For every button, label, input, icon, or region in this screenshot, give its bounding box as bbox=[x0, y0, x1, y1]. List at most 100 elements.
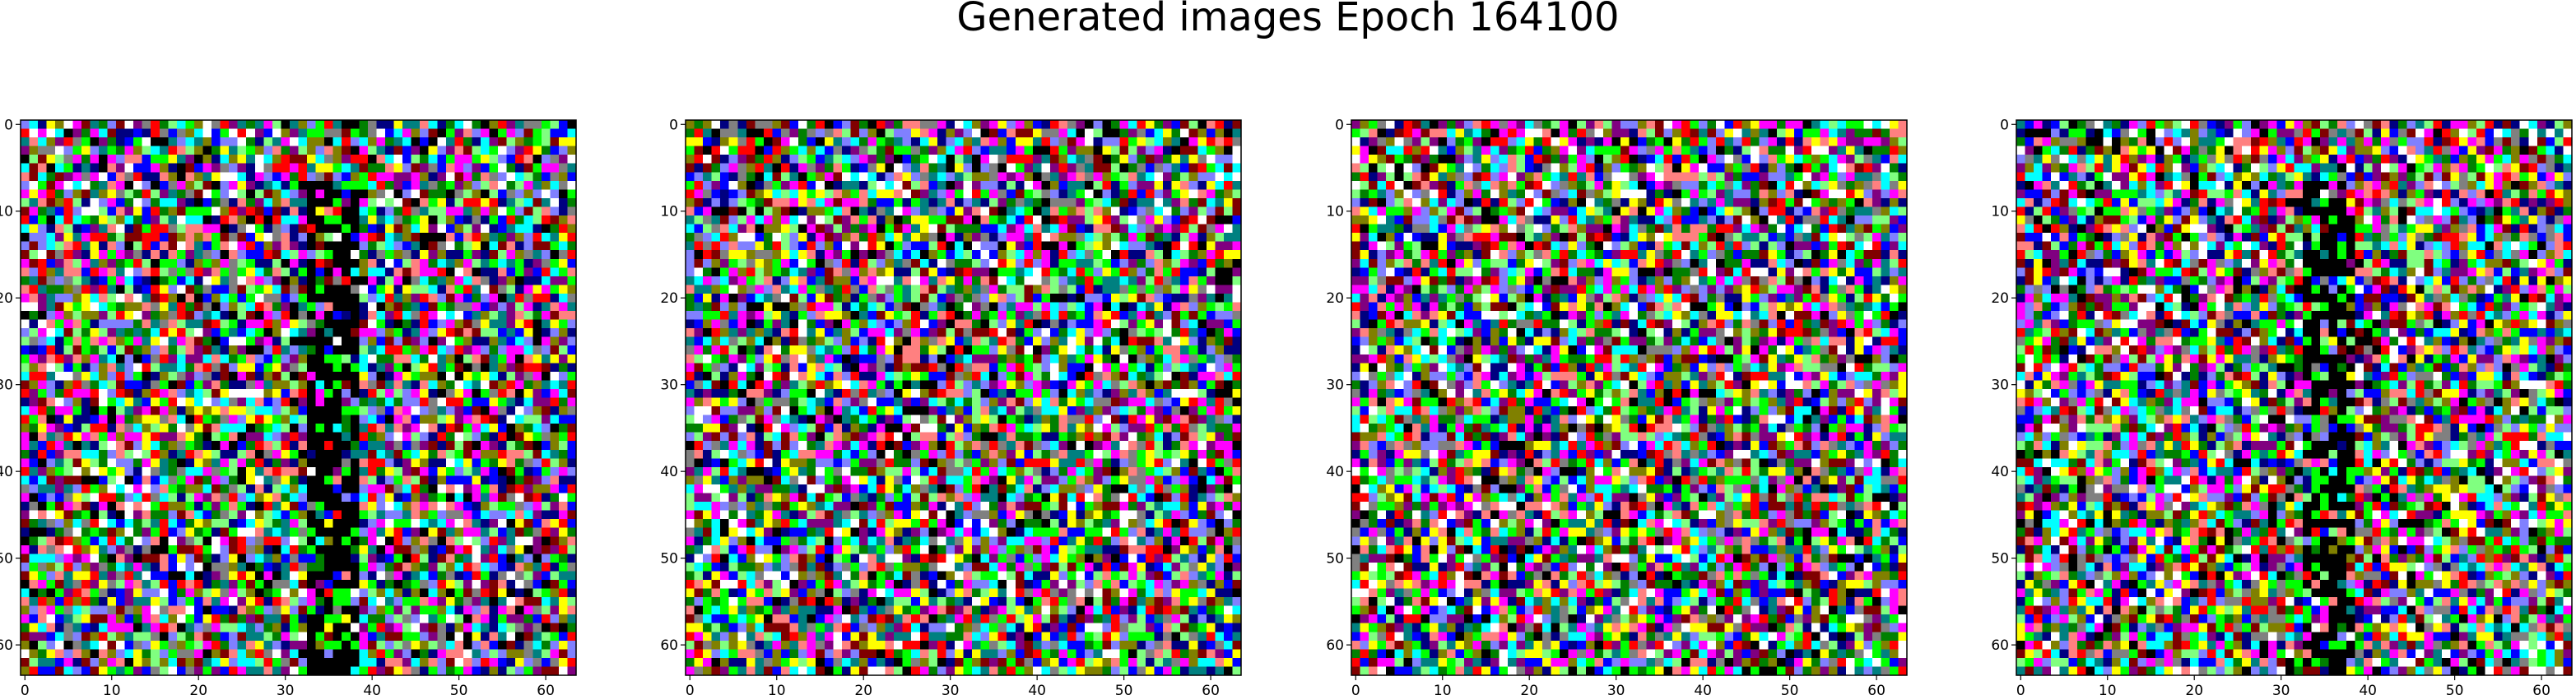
image-pixel bbox=[523, 657, 533, 667]
image-pixel bbox=[384, 319, 394, 329]
image-pixel bbox=[1049, 172, 1059, 182]
image-pixel bbox=[72, 146, 82, 155]
image-pixel bbox=[876, 180, 886, 190]
image-pixel bbox=[437, 224, 447, 234]
image-pixel bbox=[480, 623, 490, 632]
image-pixel bbox=[229, 241, 239, 251]
image-pixel bbox=[541, 388, 551, 398]
image-pixel bbox=[480, 155, 490, 164]
image-pixel bbox=[307, 137, 316, 147]
image-pixel bbox=[254, 180, 264, 190]
image-pixel bbox=[202, 146, 212, 155]
image-pixel bbox=[1067, 215, 1077, 225]
image-pixel bbox=[246, 137, 256, 147]
image-pixel bbox=[116, 640, 125, 650]
image-pixel bbox=[402, 657, 412, 667]
image-pixel bbox=[151, 458, 160, 468]
image-pixel bbox=[376, 632, 386, 642]
image-pixel bbox=[202, 328, 212, 338]
image-pixel bbox=[997, 197, 1007, 207]
image-pixel bbox=[523, 562, 533, 572]
image-pixel bbox=[480, 189, 490, 199]
image-pixel bbox=[350, 640, 360, 650]
image-pixel bbox=[498, 311, 508, 320]
image-pixel bbox=[159, 562, 169, 572]
image-pixel bbox=[298, 336, 308, 346]
image-pixel bbox=[772, 189, 782, 199]
image-pixel bbox=[298, 614, 308, 624]
image-pixel bbox=[254, 449, 264, 459]
image-pixel bbox=[1180, 155, 1190, 164]
image-pixel bbox=[523, 493, 533, 503]
image-pixel bbox=[220, 163, 230, 173]
image-pixel bbox=[81, 137, 91, 147]
image-pixel bbox=[159, 588, 169, 598]
image-pixel bbox=[463, 345, 472, 355]
image-pixel bbox=[472, 571, 481, 581]
image-pixel bbox=[420, 354, 430, 364]
image-pixel bbox=[411, 649, 421, 659]
image-pixel bbox=[38, 666, 48, 676]
image-pixel bbox=[246, 302, 256, 312]
image-pixel bbox=[437, 276, 447, 285]
image-pixel bbox=[168, 293, 178, 303]
image-pixel bbox=[376, 241, 386, 251]
image-pixel bbox=[324, 137, 334, 147]
image-pixel bbox=[193, 449, 203, 459]
image-pixel bbox=[38, 163, 48, 173]
image-pixel bbox=[411, 319, 421, 329]
image-pixel bbox=[151, 605, 160, 615]
image-pixel bbox=[307, 155, 316, 164]
image-pixel bbox=[463, 172, 472, 182]
image-pixel bbox=[720, 128, 730, 138]
image-pixel bbox=[1041, 206, 1051, 216]
image-pixel bbox=[185, 276, 195, 285]
image-pixel bbox=[1215, 120, 1225, 129]
image-pixel bbox=[350, 649, 360, 659]
image-pixel bbox=[816, 206, 825, 216]
image-pixel bbox=[98, 640, 108, 650]
image-pixel bbox=[246, 363, 256, 373]
image-pixel bbox=[81, 155, 91, 164]
image-pixel bbox=[298, 137, 308, 147]
image-pixel bbox=[350, 571, 360, 581]
image-pixel bbox=[229, 649, 239, 659]
image-pixel bbox=[1024, 146, 1034, 155]
image-pixel bbox=[72, 519, 82, 529]
image-pixel bbox=[332, 120, 342, 129]
image-pixel bbox=[159, 597, 169, 607]
image-pixel bbox=[159, 493, 169, 503]
image-pixel bbox=[1085, 224, 1095, 234]
image-pixel bbox=[38, 146, 48, 155]
image-pixel bbox=[185, 614, 195, 624]
image-pixel bbox=[558, 502, 568, 512]
image-pixel bbox=[193, 466, 203, 476]
image-pixel bbox=[72, 172, 82, 182]
image-pixel bbox=[824, 155, 834, 164]
image-pixel bbox=[263, 241, 273, 251]
image-pixel bbox=[98, 544, 108, 554]
image-pixel bbox=[254, 554, 264, 563]
image-pixel bbox=[193, 441, 203, 451]
image-pixel bbox=[254, 328, 264, 338]
image-pixel bbox=[489, 441, 499, 451]
image-pixel bbox=[289, 388, 299, 398]
image-pixel bbox=[480, 215, 490, 225]
image-pixel bbox=[703, 163, 713, 173]
image-pixel bbox=[1119, 206, 1129, 216]
image-pixel bbox=[428, 432, 438, 442]
image-pixel bbox=[324, 562, 334, 572]
image-pixel bbox=[393, 319, 403, 329]
image-pixel bbox=[480, 406, 490, 415]
image-pixel bbox=[480, 137, 490, 147]
image-pixel bbox=[472, 128, 481, 138]
image-pixel bbox=[81, 415, 91, 424]
image-pixel bbox=[515, 406, 525, 415]
image-pixel bbox=[997, 163, 1007, 173]
image-pixel bbox=[550, 319, 560, 329]
image-pixel bbox=[411, 388, 421, 398]
image-pixel bbox=[393, 597, 403, 607]
image-pixel bbox=[202, 632, 212, 642]
image-pixel bbox=[367, 189, 377, 199]
image-pixel bbox=[1223, 155, 1233, 164]
